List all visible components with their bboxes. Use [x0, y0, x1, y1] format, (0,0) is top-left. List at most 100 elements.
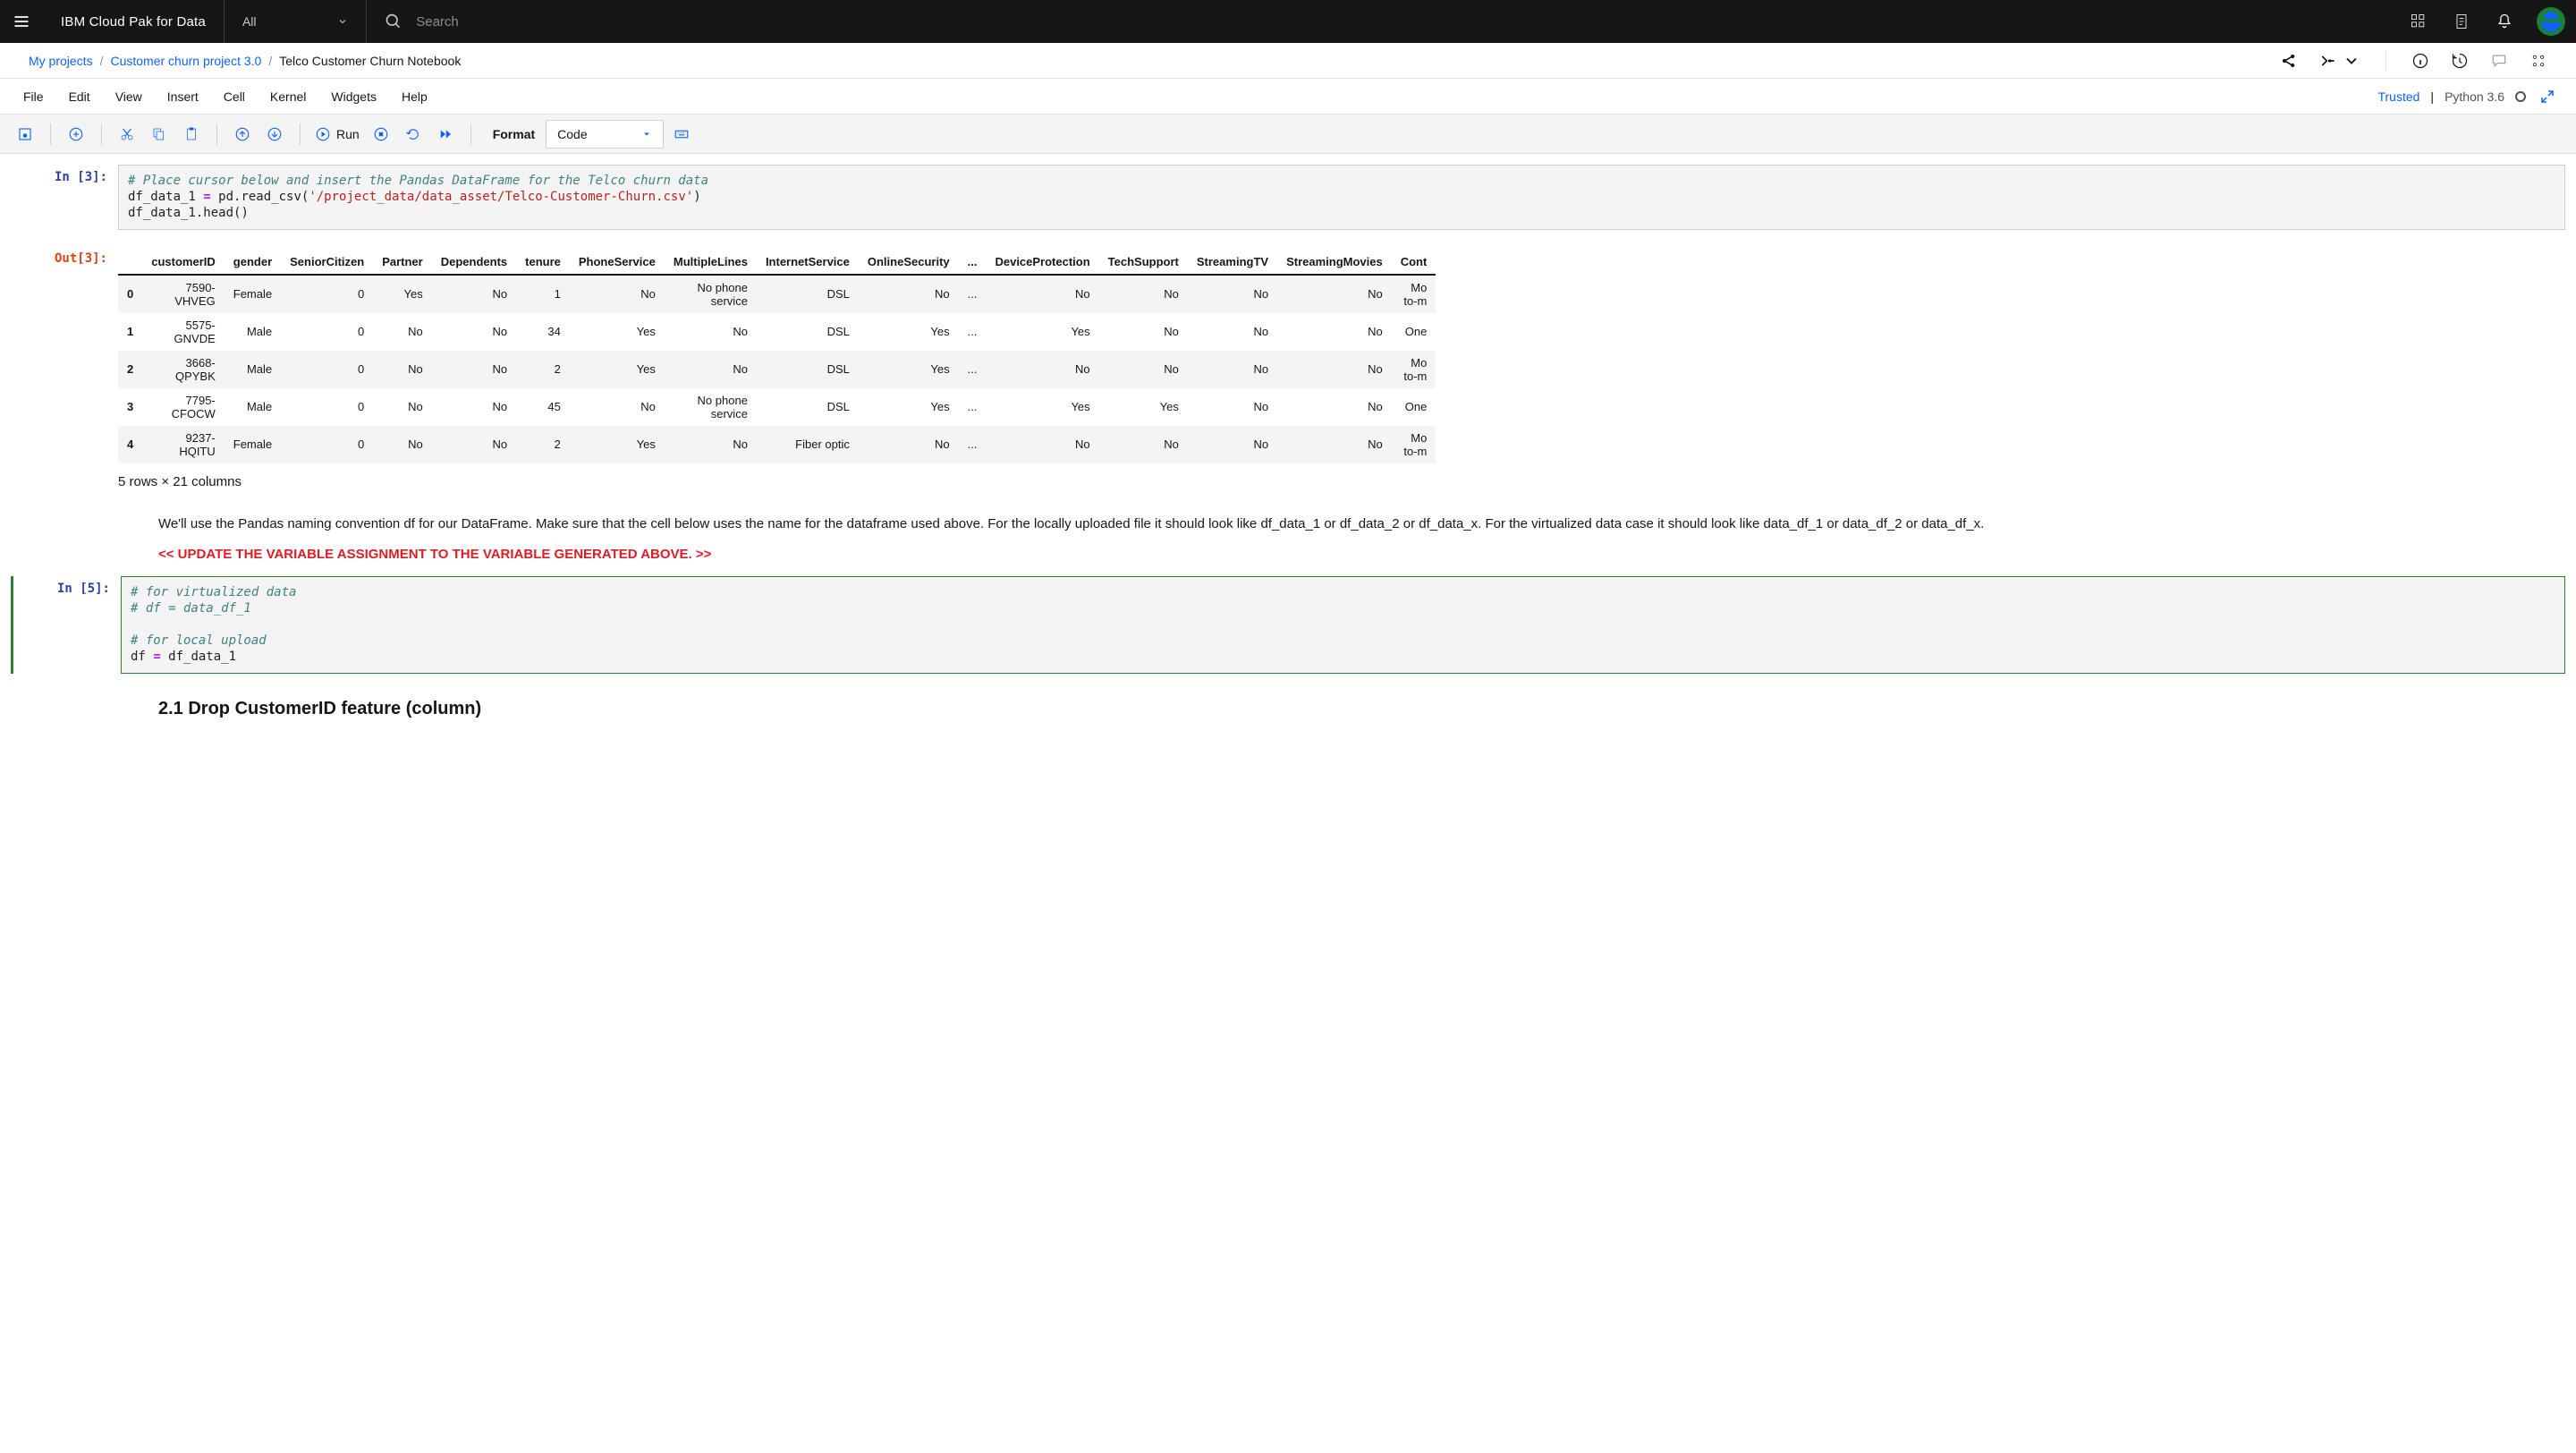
table-cell: Female [225, 426, 281, 463]
menu-edit[interactable]: Edit [56, 79, 103, 115]
app-switcher-button[interactable] [2397, 0, 2440, 43]
info-button[interactable] [2411, 52, 2429, 70]
column-header: TechSupport [1099, 250, 1188, 275]
divider [300, 123, 301, 145]
arrow-down-icon [267, 126, 283, 142]
save-button[interactable] [11, 120, 39, 149]
menu-view[interactable]: View [103, 79, 155, 115]
table-cell: No phoneservice [665, 275, 757, 313]
table-cell: 0 [281, 313, 373, 351]
format-label: Format [493, 127, 535, 141]
table-cell: No [1099, 426, 1188, 463]
stop-icon [373, 126, 389, 142]
breadcrumb-root[interactable]: My projects [29, 54, 93, 68]
search-input[interactable] [416, 14, 2379, 30]
code-editor[interactable]: # Place cursor below and insert the Pand… [118, 165, 2565, 230]
add-cell-button[interactable] [62, 120, 90, 149]
table-cell: Moto-m [1392, 426, 1436, 463]
table-cell: No [1277, 351, 1392, 388]
row-index: 4 [118, 426, 142, 463]
cell-type-select[interactable]: Code [546, 120, 663, 149]
menu-kernel[interactable]: Kernel [258, 79, 318, 115]
expand-icon[interactable] [2540, 89, 2555, 104]
paste-button[interactable] [177, 120, 206, 149]
column-header: PhoneService [570, 250, 665, 275]
menu-insert[interactable]: Insert [155, 79, 211, 115]
topbar-actions [2397, 0, 2576, 43]
comments-button[interactable] [2490, 52, 2508, 70]
share-button[interactable] [2280, 52, 2298, 70]
search-container[interactable] [366, 0, 2397, 43]
table-cell: Yes [373, 275, 432, 313]
notifications-button[interactable] [2483, 0, 2526, 43]
table-cell: 2 [516, 426, 570, 463]
table-cell: DSL [757, 388, 859, 426]
restart-icon [405, 126, 421, 142]
code-cell-5[interactable]: In [5]: # for virtualized data # df = da… [11, 576, 2565, 674]
fast-forward-icon [437, 126, 453, 142]
dataframe-table: customerIDgenderSeniorCitizenPartnerDepe… [118, 250, 1436, 463]
share-icon [2280, 52, 2298, 70]
docs-button[interactable] [2440, 0, 2483, 43]
table-cell: No [1099, 351, 1188, 388]
cut-button[interactable] [113, 120, 141, 149]
table-cell: DSL [757, 275, 859, 313]
menu-help[interactable]: Help [389, 79, 440, 115]
table-cell: ... [959, 388, 987, 426]
table-row: 07590-VHVEGFemale0YesNo1NoNo phoneservic… [118, 275, 1436, 313]
document-icon [2453, 13, 2470, 30]
table-cell: Yes [570, 313, 665, 351]
table-cell: 3668-QPYBK [142, 351, 225, 388]
table-cell: One [1392, 313, 1436, 351]
dropdown-icon [641, 129, 652, 140]
table-cell: No [665, 426, 757, 463]
code-editor[interactable]: # for virtualized data # df = data_df_1 … [121, 576, 2565, 674]
run-button[interactable]: Run [311, 126, 363, 142]
schedule-button[interactable] [2319, 52, 2360, 70]
settings-button[interactable] [2529, 52, 2547, 70]
output-cell-3: Out[3]: customerIDgenderSeniorCitizenPar… [11, 246, 2565, 500]
code-cell-3[interactable]: In [3]: # Place cursor below and insert … [11, 165, 2565, 230]
menu-file[interactable]: File [11, 79, 56, 115]
scope-selector[interactable]: All [224, 0, 366, 43]
stop-button[interactable] [367, 120, 395, 149]
table-cell: Yes [1099, 388, 1188, 426]
table-cell: Yes [986, 388, 1098, 426]
user-avatar[interactable] [2537, 7, 2565, 36]
chevron-down-icon [2343, 52, 2360, 70]
save-icon [17, 126, 33, 142]
column-header: customerID [142, 250, 225, 275]
move-up-button[interactable] [228, 120, 257, 149]
play-icon [315, 126, 331, 142]
menu-toggle-button[interactable] [0, 0, 43, 43]
move-down-button[interactable] [260, 120, 289, 149]
menu-widgets[interactable]: Widgets [318, 79, 389, 115]
table-cell: ... [959, 313, 987, 351]
table-row: 37795-CFOCWMale0NoNo45NoNo phoneserviceD… [118, 388, 1436, 426]
table-cell: No [373, 313, 432, 351]
breadcrumb-project[interactable]: Customer churn project 3.0 [110, 54, 261, 68]
settings-icon [2529, 52, 2547, 70]
table-cell: DSL [757, 313, 859, 351]
restart-button[interactable] [399, 120, 428, 149]
kernel-name[interactable]: Python 3.6 [2445, 89, 2504, 104]
keyboard-button[interactable] [667, 120, 696, 149]
table-cell: 34 [516, 313, 570, 351]
copy-button[interactable] [145, 120, 174, 149]
trusted-label[interactable]: Trusted [2377, 89, 2419, 104]
run-all-button[interactable] [431, 120, 460, 149]
history-button[interactable] [2451, 52, 2469, 70]
sub-header: My projects / Customer churn project 3.0… [0, 43, 2576, 79]
table-cell: 0 [281, 351, 373, 388]
dataframe-output[interactable]: customerIDgenderSeniorCitizenPartnerDepe… [118, 250, 2565, 463]
menu-cell[interactable]: Cell [211, 79, 258, 115]
table-header: customerIDgenderSeniorCitizenPartnerDepe… [118, 250, 1436, 275]
column-header: OnlineSecurity [859, 250, 959, 275]
product-name: IBM Cloud Pak for Data [43, 14, 224, 30]
table-cell: 2 [516, 351, 570, 388]
table-cell: No [859, 426, 959, 463]
table-cell: No [1188, 313, 1277, 351]
column-header: StreamingTV [1188, 250, 1277, 275]
table-cell: Yes [859, 388, 959, 426]
table-cell: Yes [859, 351, 959, 388]
